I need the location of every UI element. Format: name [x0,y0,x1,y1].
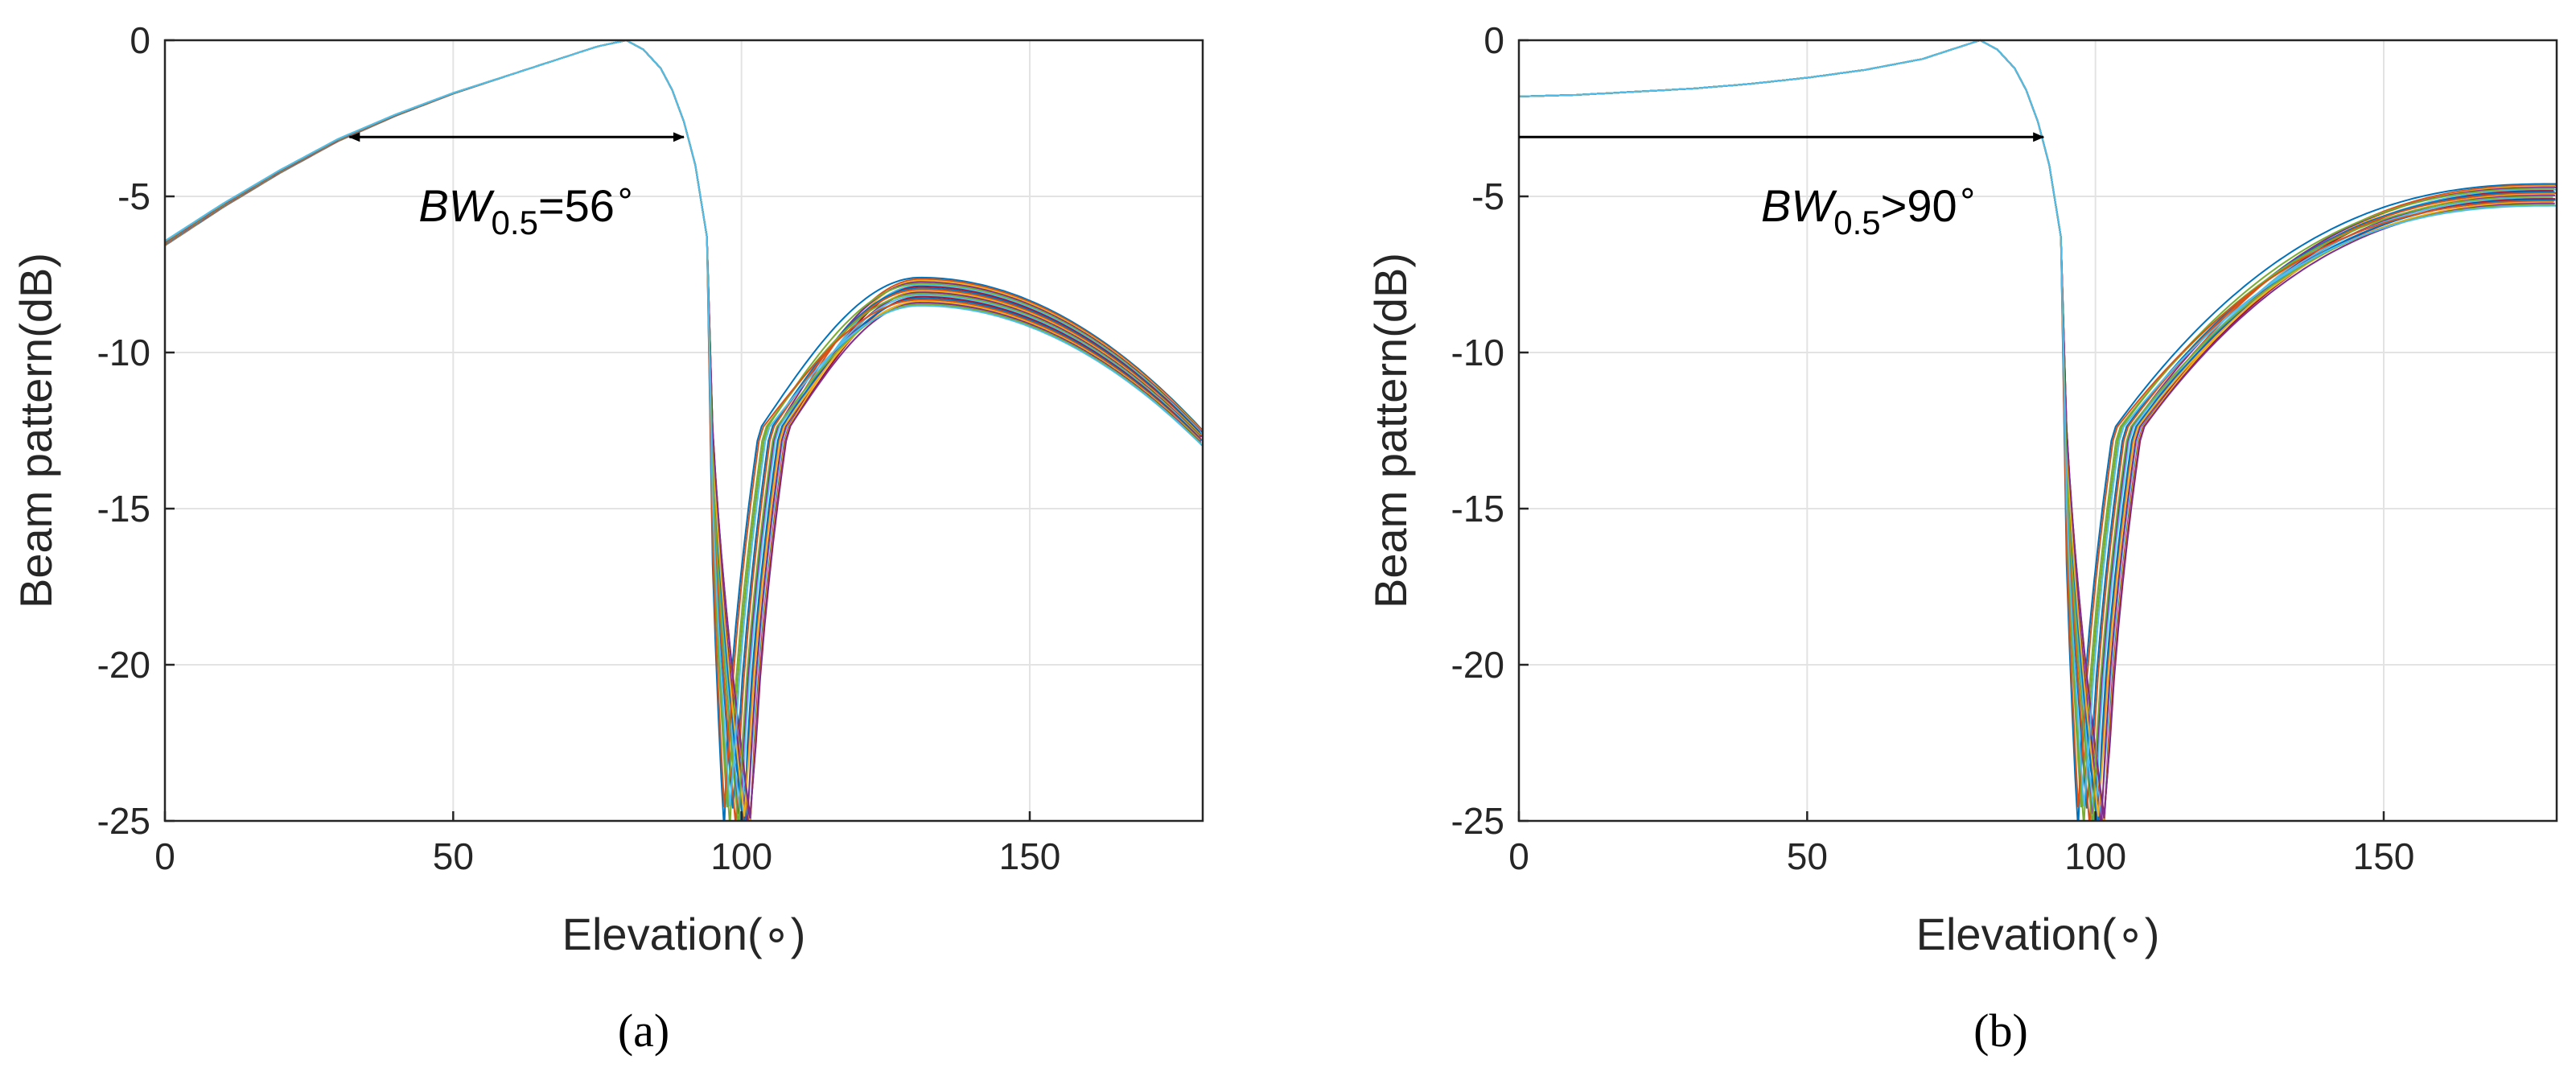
annotation-a: BW0.5=56∘ [348,132,685,241]
series-line [1519,39,2555,821]
series-line [165,39,1203,821]
series-line [1519,39,2556,816]
series-line [1519,39,2553,817]
y-tick-label: -10 [1451,332,1504,373]
series-line [1519,39,2557,820]
y-tick-label: -20 [97,644,150,686]
x-tick-label: 50 [433,835,474,877]
series-line [165,39,1202,819]
series-line [165,39,1201,807]
series-line [1519,39,2556,821]
series-line [1519,39,2555,809]
series-line [1519,39,2554,821]
x-tick-label: 150 [2353,835,2415,877]
series-line [1519,39,2555,819]
series-line [165,39,1203,820]
series-line [165,39,1202,821]
bandwidth-label: BW0.5=56∘ [418,173,636,241]
y-tick-label: 0 [130,19,150,61]
series-line [165,39,1200,821]
series-line [1519,39,2553,821]
series-line [165,39,1201,821]
series-line [165,39,1203,821]
y-tick-label: -5 [1471,175,1504,217]
curves-b [1519,39,2557,821]
panel-a: 0 50 100 150 0 -5 -10 -15 -20 -25 BW0.5=56∘ Eleva… [10,19,1204,1057]
series-line [165,39,1202,818]
grid-b [1519,40,2557,821]
series-line [1519,39,2557,821]
series-line [1519,39,2554,807]
y-axis-label-a: Beam pattern(dB) [10,253,61,608]
x-axis-label-b: Elevation(∘) [1916,909,2160,959]
series-line [165,39,1203,807]
axes-box-b [1517,39,2558,823]
grid-a [165,40,1203,821]
series-line [165,39,1202,816]
x-axis-label-a: Elevation(∘) [562,909,806,959]
series-line [1519,39,2554,821]
x-tick-label: 100 [2064,835,2126,877]
series-line [165,39,1201,821]
series-line [1519,39,2557,814]
caption-b: (b) [1973,1004,2028,1057]
ticks-b: 0 50 100 150 0 -5 -10 -15 -20 -25 [1451,19,2415,877]
series-line [1519,39,2557,821]
y-tick-label: -10 [97,332,150,373]
y-tick-label: -20 [1451,644,1504,686]
ticks-a: 0 50 100 150 0 -5 -10 -15 -20 -25 [97,19,1061,877]
caption-a: (a) [618,1004,669,1057]
y-tick-label: -15 [1451,488,1504,530]
y-tick-label: -25 [97,800,150,842]
series-line [1519,39,2553,808]
series-line [165,39,1202,809]
x-tick-label: 150 [999,835,1061,877]
y-tick-label: -15 [97,488,150,530]
annotation-b: BW0.5>90∘ [1519,132,2045,241]
y-tick-label: 0 [1483,19,1504,61]
y-axis-label-b: Beam pattern(dB) [1365,253,1416,608]
x-tick-label: 50 [1787,835,1828,877]
axes-box-a [163,39,1204,823]
x-tick-label: 100 [710,835,772,877]
y-tick-label: -25 [1451,800,1504,842]
series-line [1519,39,2557,821]
series-line [165,39,1202,821]
x-tick-label: 0 [154,835,175,877]
series-line [165,39,1200,808]
series-line [1519,39,2555,818]
panel-b: 0 50 100 150 0 -5 -10 -15 -20 -25 BW0.5>90∘ Eleva… [1365,19,2558,1057]
bandwidth-label: BW0.5>90∘ [1761,173,1978,241]
series-line [1519,39,2557,807]
series-line [165,39,1203,814]
series-line [165,39,1203,821]
x-tick-label: 0 [1508,835,1529,877]
series-line [1519,39,2555,821]
series-line [165,39,1200,817]
y-tick-label: -5 [117,175,150,217]
curves-a [165,39,1203,821]
series-line [165,39,1203,821]
series-line [165,39,1200,821]
series-line [1519,39,2556,821]
